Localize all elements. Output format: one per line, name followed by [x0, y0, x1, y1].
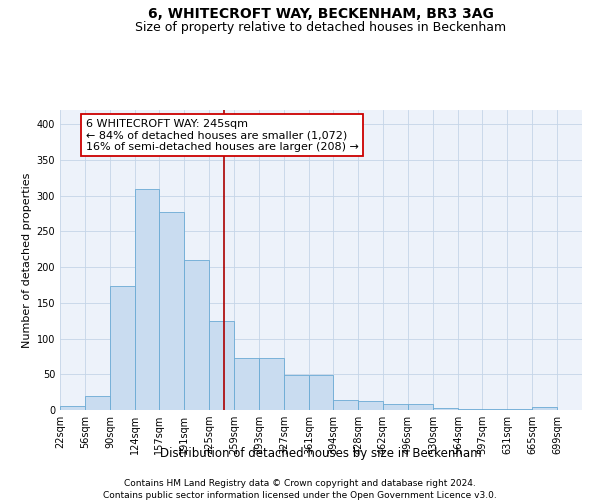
Bar	[85, 396, 110, 410]
Bar	[159, 212, 184, 410]
Text: 6, WHITECROFT WAY, BECKENHAM, BR3 3AG: 6, WHITECROFT WAY, BECKENHAM, BR3 3AG	[148, 8, 494, 22]
Bar	[60, 406, 85, 410]
Bar	[433, 408, 458, 410]
Text: Size of property relative to detached houses in Beckenham: Size of property relative to detached ho…	[136, 21, 506, 34]
Bar	[284, 375, 309, 410]
Bar	[184, 260, 209, 410]
Bar	[259, 358, 284, 410]
Text: Contains HM Land Registry data © Crown copyright and database right 2024.: Contains HM Land Registry data © Crown c…	[124, 479, 476, 488]
Bar	[110, 286, 135, 410]
Bar	[408, 404, 433, 410]
Bar	[333, 400, 358, 410]
Bar	[383, 404, 408, 410]
Bar	[234, 358, 259, 410]
Text: 6 WHITECROFT WAY: 245sqm
← 84% of detached houses are smaller (1,072)
16% of sem: 6 WHITECROFT WAY: 245sqm ← 84% of detach…	[86, 118, 359, 152]
Text: Contains public sector information licensed under the Open Government Licence v3: Contains public sector information licen…	[103, 491, 497, 500]
Text: Distribution of detached houses by size in Beckenham: Distribution of detached houses by size …	[160, 448, 482, 460]
Bar	[135, 188, 159, 410]
Bar	[358, 400, 383, 410]
Bar	[309, 375, 333, 410]
Bar	[458, 408, 482, 410]
Bar	[532, 407, 557, 410]
Bar	[209, 320, 234, 410]
Y-axis label: Number of detached properties: Number of detached properties	[22, 172, 32, 348]
